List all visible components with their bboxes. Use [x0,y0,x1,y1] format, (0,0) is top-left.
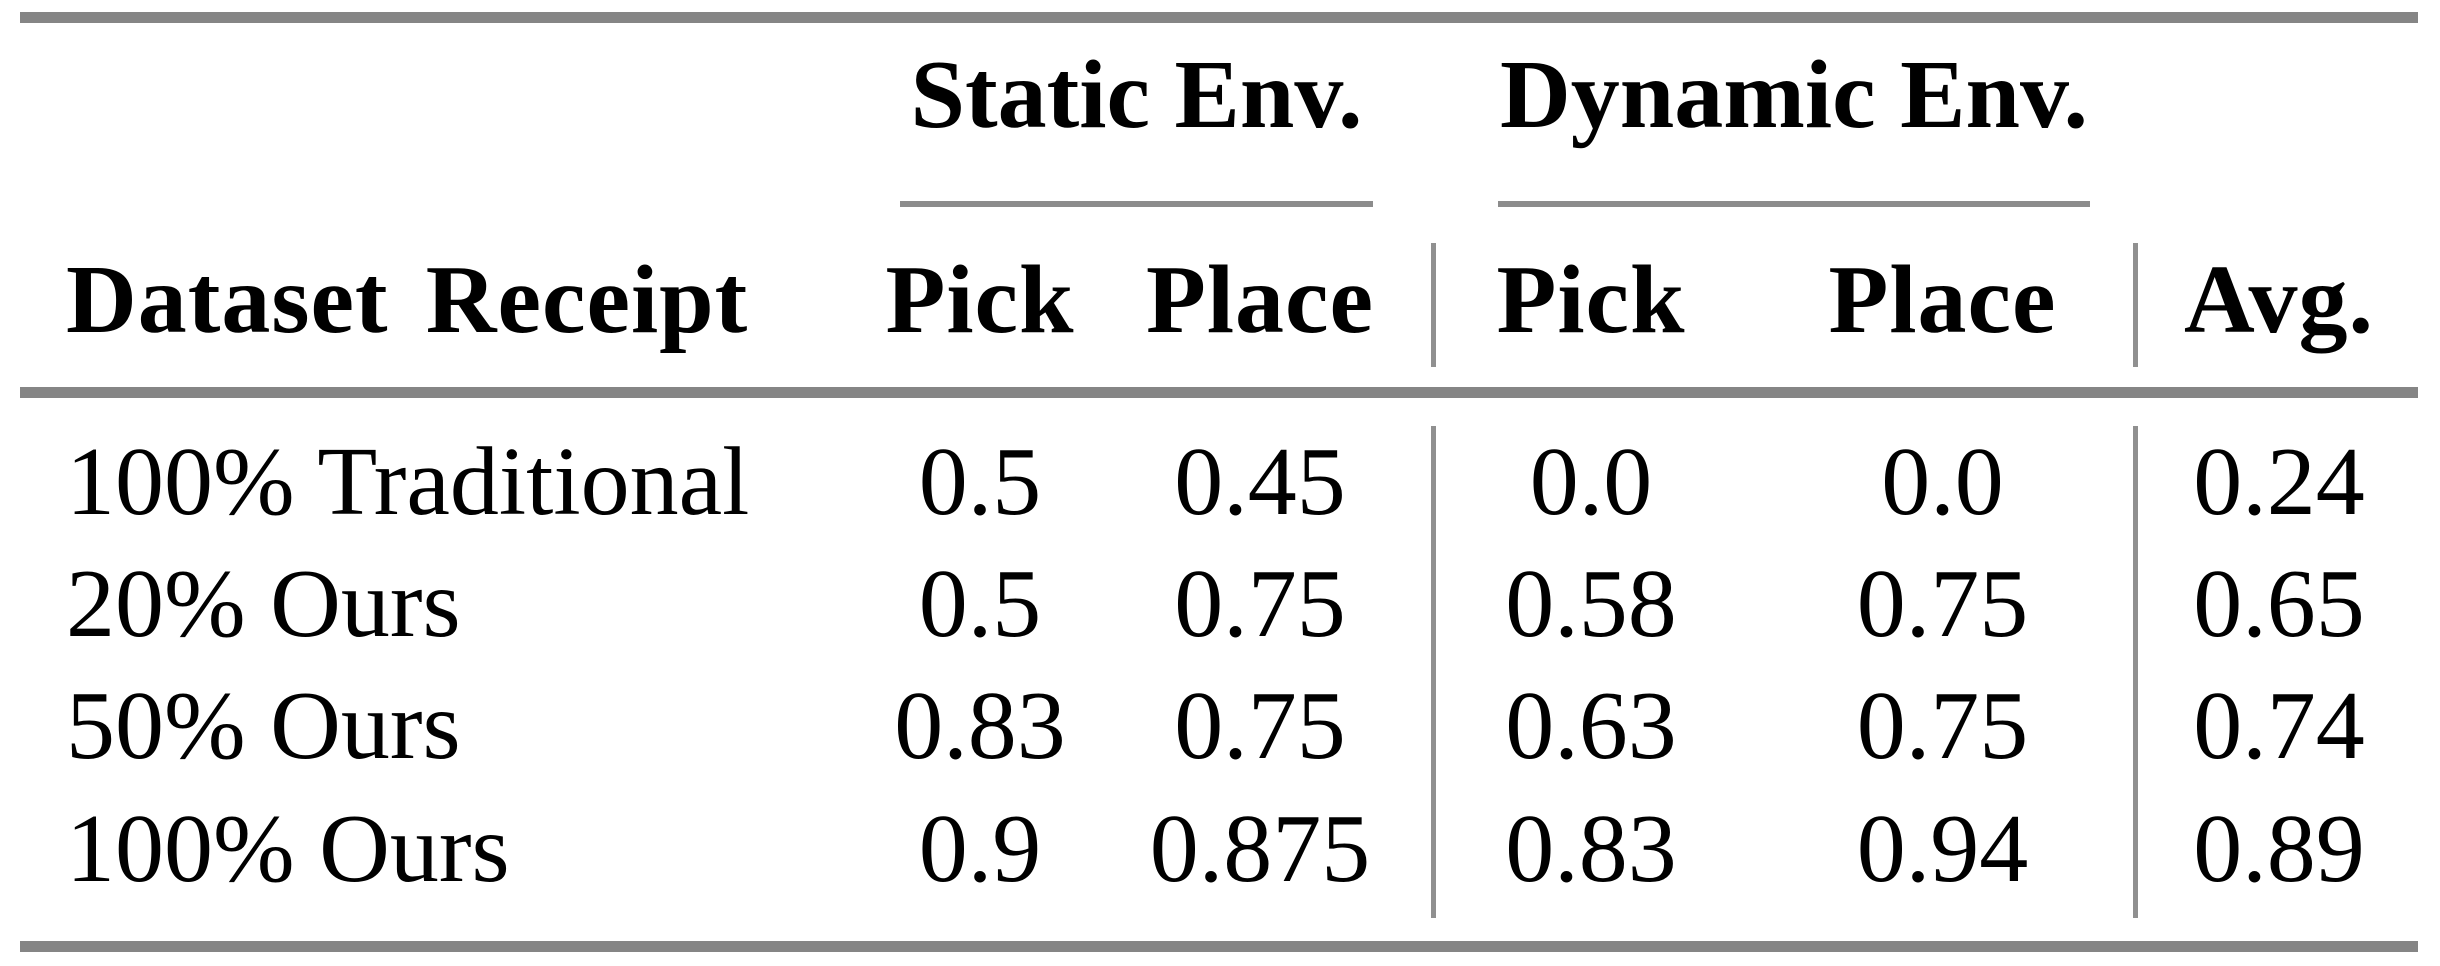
avg-value: 0.65 [2193,550,2365,658]
top-rule [20,12,2418,23]
column-header-dynamic-pick: Pick [1496,246,1686,354]
avg-value: 0.74 [2193,672,2365,780]
mid-rule [20,387,2418,398]
static-place-value: 0.875 [1149,795,1371,903]
column-header-static-place: Place [1146,246,1374,354]
column-header-row: Dataset Receipt Pick Place Pick Place Av… [0,238,2440,362]
row-label: 50% Ours [66,672,461,780]
column-header-static-pick: Pick [885,246,1075,354]
dynamic-place-value: 0.75 [1856,672,2029,780]
column-header-dynamic-place: Place [1828,246,2057,354]
vertical-divider-2-header [2133,243,2138,367]
dynamic-env-cmidrule [1498,201,2090,207]
group-header-dynamic-env: Dynamic Env. [1499,41,2089,149]
avg-value: 0.89 [2193,795,2365,903]
vertical-divider-2-body [2133,426,2138,918]
vertical-divider-1-header [1431,243,1436,367]
row-label: 100% Ours [66,795,510,903]
avg-value: 0.24 [2193,428,2365,536]
dynamic-place-value: 0.75 [1856,550,2029,658]
static-pick-value: 0.9 [918,795,1042,903]
group-header-static-env: Static Env. [910,41,1363,149]
column-header-avg: Avg. [2184,246,2374,354]
dynamic-pick-value: 0.63 [1505,672,1677,780]
vertical-divider-1-body [1431,426,1436,918]
static-env-cmidrule [900,201,1373,207]
static-place-value: 0.75 [1174,672,1346,780]
row-label: 100% Traditional [66,428,750,536]
column-header-dataset-receipt: Dataset Receipt [66,246,749,354]
table-row-100-ours: 100% Ours 0.9 0.875 0.83 0.94 0.89 [0,788,2440,910]
table-row-100-traditional: 100% Traditional 0.5 0.45 0.0 0.0 0.24 [0,421,2440,543]
dynamic-pick-value: 0.58 [1505,550,1677,658]
dynamic-place-value: 0.94 [1856,795,2029,903]
dynamic-pick-value: 0.0 [1529,428,1653,536]
row-label: 20% Ours [66,550,461,658]
static-place-value: 0.45 [1174,428,1346,536]
dynamic-place-value: 0.0 [1881,428,2004,536]
dynamic-pick-value: 0.83 [1505,795,1677,903]
static-pick-value: 0.5 [918,550,1042,658]
static-pick-value: 0.5 [918,428,1042,536]
table-row-20-ours: 20% Ours 0.5 0.75 0.58 0.75 0.65 [0,543,2440,665]
table-row-50-ours: 50% Ours 0.83 0.75 0.63 0.75 0.74 [0,665,2440,787]
bottom-rule [20,941,2418,952]
static-place-value: 0.75 [1174,550,1346,658]
static-pick-value: 0.83 [894,672,1066,780]
